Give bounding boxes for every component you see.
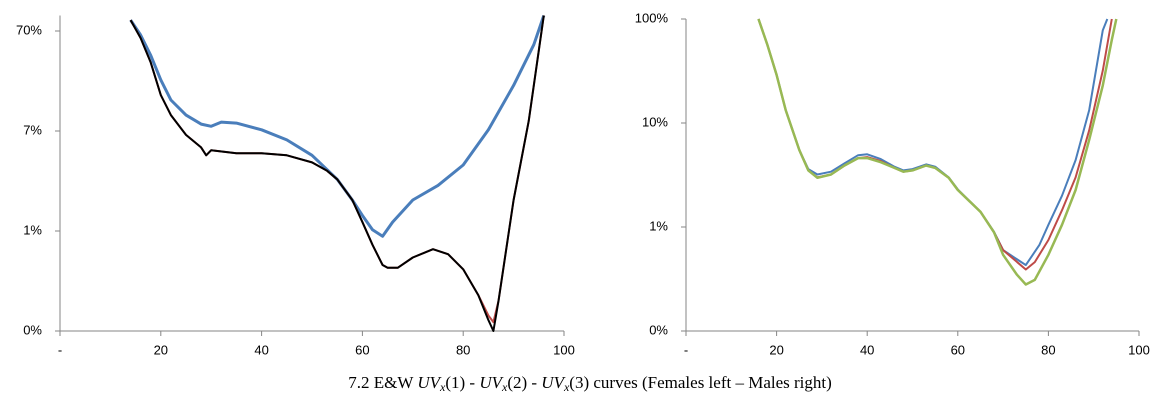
data-line xyxy=(757,18,1109,267)
x-tick-label: 60 xyxy=(951,342,965,357)
caption-part: UV xyxy=(541,373,566,392)
data-line xyxy=(757,18,1118,286)
caption-part: (2) - xyxy=(507,373,541,392)
data-line xyxy=(129,15,546,238)
caption-part: UV xyxy=(417,373,442,392)
x-tick-label: 20 xyxy=(769,342,783,357)
y-tick-label: 7% xyxy=(23,122,42,137)
caption-part: curves (Females left – Males right) xyxy=(589,373,832,392)
x-tick-label: - xyxy=(58,342,62,357)
x-tick-label: 60 xyxy=(355,342,369,357)
caption-part: (3) xyxy=(569,373,589,392)
y-tick-label: 10% xyxy=(642,114,668,129)
y-tick-label: 0% xyxy=(23,322,42,337)
y-tick-label: 70% xyxy=(16,22,42,37)
caption-part: x xyxy=(439,380,446,394)
x-tick-label: 40 xyxy=(860,342,874,357)
x-tick-label: - xyxy=(684,342,688,357)
y-tick-label: 1% xyxy=(649,218,668,233)
caption: 7.2 E&W UVx(1) - UVx(2) - UVx(3) curves … xyxy=(348,373,832,394)
y-tick-label: 0% xyxy=(649,322,668,337)
caption-part: (1) - xyxy=(445,373,479,392)
x-tick-label: 100 xyxy=(1128,342,1150,357)
y-tick-label: 100% xyxy=(635,10,669,25)
caption-part: 7.2 E&W xyxy=(348,373,417,392)
x-tick-label: 100 xyxy=(553,342,575,357)
data-line xyxy=(129,15,545,332)
caption-part: x xyxy=(563,380,570,394)
caption-part: UV xyxy=(479,373,504,392)
x-tick-label: 80 xyxy=(456,342,470,357)
x-tick-label: 20 xyxy=(154,342,168,357)
data-line xyxy=(129,15,545,324)
x-tick-label: 40 xyxy=(254,342,268,357)
y-tick-label: 1% xyxy=(23,222,42,237)
x-tick-label: 80 xyxy=(1041,342,1055,357)
caption-part: x xyxy=(501,380,508,394)
